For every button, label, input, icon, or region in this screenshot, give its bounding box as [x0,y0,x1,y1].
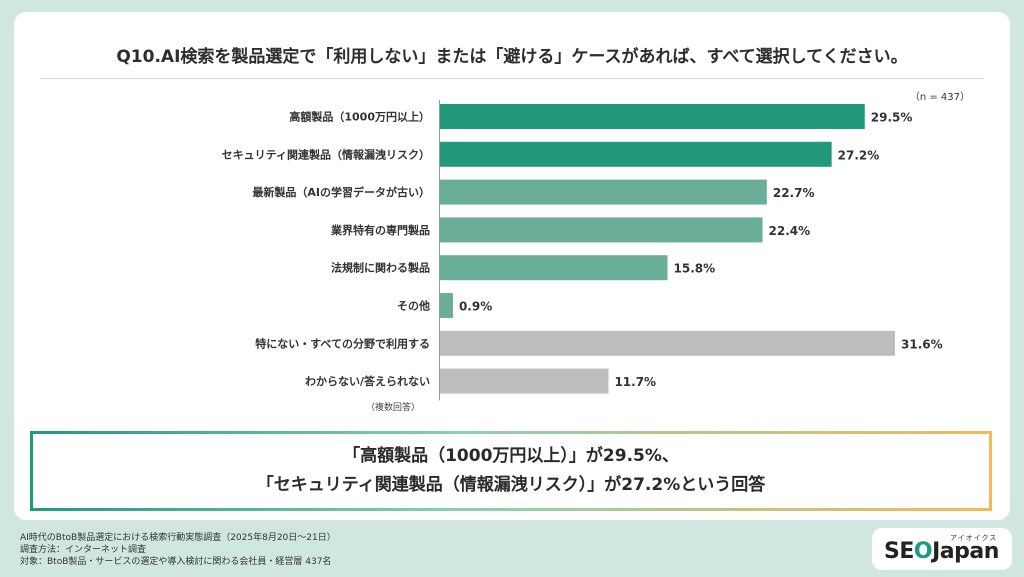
value-label: 11.7% [614,375,656,389]
summary-inner: 「高額製品（1000万円以上）」が29.5%、 「セキュリティ関連製品（情報漏洩… [33,434,989,508]
footer-line-1: AI時代のBtoB製品選定における検索行動実態調査（2025年8月20日～21日… [20,533,336,543]
category-label: 高額製品（1000万円以上） [289,110,430,124]
bar [440,217,763,243]
seo-japan-logo: アイオイクス SEOJapan [872,528,1012,570]
footer-line-3: 対象：BtoB製品・サービスの選定や導入検討に関わる会社員・経営層 437名 [20,557,332,567]
category-label: 法規制に関わる製品 [331,261,430,275]
logo-o-mark: O [913,539,933,564]
value-label: 0.9% [459,300,492,314]
footer-line-2: 調査方法：インターネット調査 [20,545,147,555]
bar [440,293,453,318]
title-divider [40,78,984,79]
value-label: 31.6% [901,337,943,351]
value-label: 27.2% [838,148,880,162]
category-label: 最新製品（AIの学習データが古い） [252,185,430,199]
bar [440,255,668,281]
bar [440,179,767,205]
multiple-answer-note: （複数回答） [366,403,421,413]
bar [440,330,895,356]
bar [440,368,609,394]
logo-text: SEOJapan [884,539,999,564]
category-label: 業界特有の専門製品 [330,223,430,237]
value-label: 29.5% [871,111,913,125]
logo-ruby-text: アイオイクス [950,534,998,542]
category-label: セキュリティ関連製品（情報漏洩リスク） [222,147,430,161]
category-label: 特にない・すべての分野で利用する [255,336,430,350]
logo-text-post: Japan [932,539,999,564]
logo-text-pre: SE [884,539,914,564]
bar [440,104,865,129]
summary-box: 「高額製品（1000万円以上）」が29.5%、 「セキュリティ関連製品（情報漏洩… [30,431,992,511]
value-label: 15.8% [674,262,716,276]
value-label: 22.4% [769,224,811,238]
summary-line-2: 「セキュリティ関連製品（情報漏洩リスク）」が27.2%という回答 [256,475,766,495]
value-label: 22.7% [773,186,815,200]
sample-size: （n = 437） [909,92,970,103]
survey-footer: AI時代のBtoB製品選定における検索行動実態調査（2025年8月20日～21日… [20,532,336,568]
chart-title: Q10.AI検索を製品選定で「利用しない」または「避ける」ケースがあれば、すべて… [116,47,908,67]
bar [440,141,832,167]
category-label: その他 [397,299,430,313]
category-label: わからない/答えられない [305,374,430,388]
summary-line-1: 「高額製品（1000万円以上）」が29.5%、 [343,446,679,466]
